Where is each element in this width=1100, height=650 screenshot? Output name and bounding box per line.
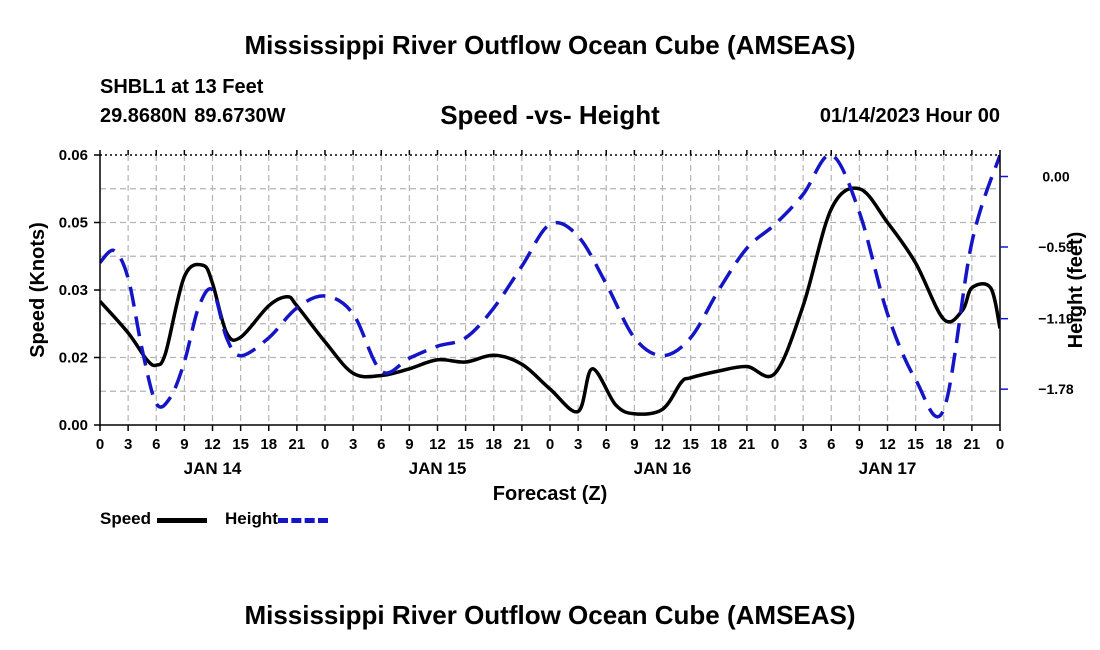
x-tick-label: 18 — [485, 436, 502, 453]
legend-speed-swatch — [157, 517, 208, 523]
x-tick-label: 12 — [654, 436, 671, 453]
legend-height-swatch — [277, 517, 328, 523]
y2-tick-label: −1.78 — [1038, 381, 1074, 397]
series-line-height — [100, 155, 1000, 419]
x-tick-label: 3 — [574, 436, 582, 453]
x-tick-label: 18 — [710, 436, 727, 453]
y-axis-label: Speed (Knots) — [27, 222, 49, 358]
x-day-label: JAN 14 — [184, 459, 242, 478]
legend-speed-label: Speed — [100, 509, 152, 528]
x-axis-label: Forecast (Z) — [493, 483, 607, 505]
x-tick-label: 9 — [855, 436, 863, 453]
y2-tick-label: −0.59 — [1038, 239, 1074, 255]
y2-tick-label: −1.19 — [1038, 311, 1074, 327]
axes: 0 3 6 9 12 15 18 21 0 3 6 9 12 15 18 21 0 3 6 9 12 15 18 21 0 3 6 9… — [59, 147, 1074, 478]
x-tick-label: 6 — [152, 436, 160, 453]
x-tick-label: 9 — [180, 436, 188, 453]
series-lines — [100, 155, 1000, 419]
station-coordinates: 29.8680N 89.6730W — [100, 105, 286, 127]
x-day-label: JAN 15 — [409, 459, 467, 478]
x-tick-label: 18 — [260, 436, 277, 453]
x-tick-label: 9 — [630, 436, 638, 453]
x-day-label: JAN 17 — [859, 459, 917, 478]
x-tick-label: 3 — [349, 436, 357, 453]
legend-item-height: Height — [225, 509, 328, 529]
x-tick-label: 6 — [602, 436, 610, 453]
x-tick-label: 15 — [232, 436, 249, 453]
legend-height-label: Height — [225, 509, 278, 528]
x-tick-label: 12 — [879, 436, 896, 453]
x-tick-label: 0 — [996, 436, 1004, 453]
x-tick-label: 21 — [964, 436, 981, 453]
x-tick-label: 15 — [682, 436, 699, 453]
x-tick-label: 0 — [321, 436, 329, 453]
x-tick-label: 21 — [739, 436, 756, 453]
x-tick-label: 0 — [546, 436, 554, 453]
series-line-speed — [100, 186, 1000, 416]
x-day-label: JAN 16 — [634, 459, 692, 478]
chart-main-title: Mississippi River Outflow Ocean Cube (AM… — [244, 30, 856, 60]
y-tick-label: 0.02 — [59, 350, 88, 367]
x-tick-label: 0 — [771, 436, 779, 453]
x-tick-label: 3 — [124, 436, 132, 453]
x-tick-label: 12 — [429, 436, 446, 453]
station-label: SHBL1 at 13 Feet — [100, 76, 264, 98]
x-tick-label: 12 — [204, 436, 221, 453]
x-tick-label: 3 — [799, 436, 807, 453]
y-tick-label: 0.03 — [59, 282, 88, 299]
x-tick-label: 15 — [457, 436, 474, 453]
x-tick-label: 15 — [907, 436, 924, 453]
footer-title: Mississippi River Outflow Ocean Cube (AM… — [244, 600, 856, 630]
grid-lines — [100, 154, 1000, 425]
x-tick-label: 6 — [827, 436, 835, 453]
forecast-datetime: 01/14/2023 Hour 00 — [819, 105, 1000, 127]
x-tick-label: 6 — [377, 436, 385, 453]
legend-item-speed: Speed — [100, 509, 208, 529]
x-tick-label: 18 — [935, 436, 952, 453]
x-tick-label: 21 — [514, 436, 531, 453]
x-tick-label: 0 — [96, 436, 104, 453]
y2-axis-label: Height (feet) — [1065, 232, 1087, 349]
x-tick-label: 21 — [289, 436, 306, 453]
chart-subtitle: Speed -vs- Height — [440, 100, 660, 130]
y2-tick-label: 0.00 — [1042, 169, 1069, 185]
y-tick-label: 0.00 — [59, 417, 88, 434]
y-tick-label: 0.06 — [59, 147, 88, 164]
y-tick-label: 0.05 — [59, 215, 88, 232]
x-tick-label: 9 — [405, 436, 413, 453]
chart-legend: Speed Height — [100, 509, 328, 529]
